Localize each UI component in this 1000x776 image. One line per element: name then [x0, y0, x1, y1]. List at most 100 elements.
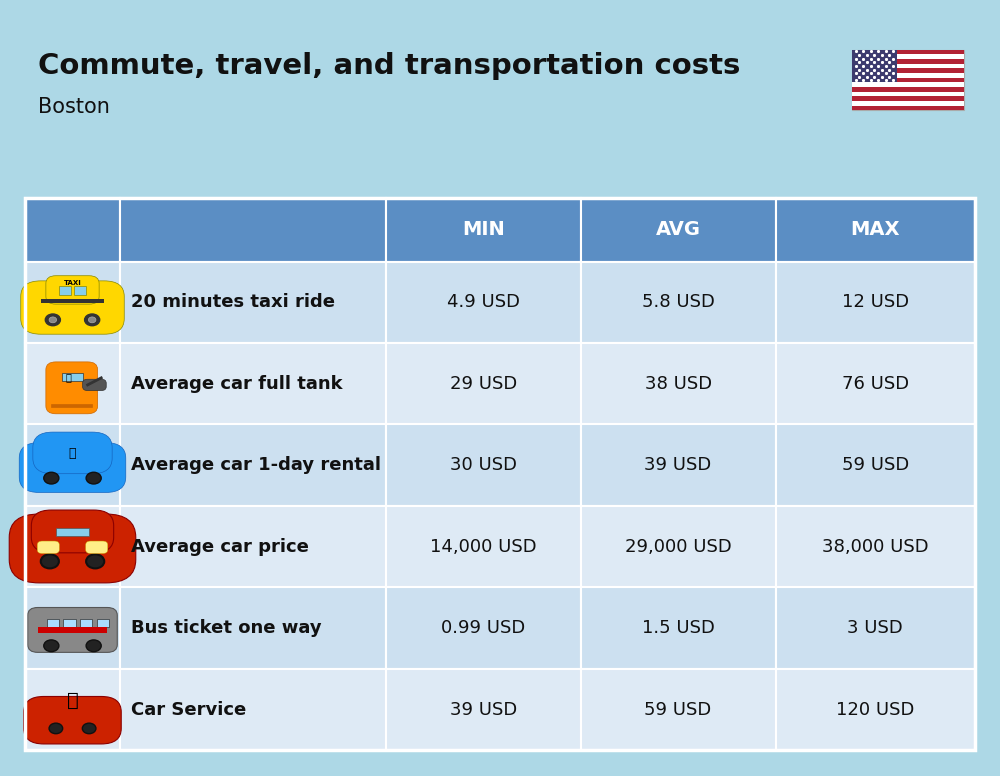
- Circle shape: [82, 723, 96, 733]
- FancyBboxPatch shape: [386, 424, 581, 506]
- FancyBboxPatch shape: [56, 528, 89, 536]
- FancyBboxPatch shape: [31, 510, 114, 553]
- Text: 3 USD: 3 USD: [847, 619, 903, 637]
- Circle shape: [44, 473, 59, 484]
- Text: Average car 1-day rental: Average car 1-day rental: [131, 456, 381, 474]
- FancyBboxPatch shape: [852, 54, 964, 59]
- Text: 12 USD: 12 USD: [842, 293, 909, 311]
- FancyBboxPatch shape: [46, 362, 98, 414]
- FancyBboxPatch shape: [581, 424, 776, 506]
- FancyBboxPatch shape: [386, 198, 581, 262]
- FancyBboxPatch shape: [852, 82, 964, 87]
- FancyBboxPatch shape: [38, 627, 107, 633]
- Text: 1.5 USD: 1.5 USD: [642, 619, 715, 637]
- Text: Car Service: Car Service: [131, 701, 247, 719]
- FancyBboxPatch shape: [776, 343, 975, 424]
- Text: 5.8 USD: 5.8 USD: [642, 293, 715, 311]
- FancyBboxPatch shape: [852, 59, 964, 64]
- FancyBboxPatch shape: [852, 96, 964, 101]
- FancyBboxPatch shape: [59, 286, 71, 295]
- FancyBboxPatch shape: [776, 669, 975, 750]
- Text: MAX: MAX: [850, 220, 900, 239]
- FancyBboxPatch shape: [852, 64, 964, 68]
- Circle shape: [45, 314, 60, 326]
- FancyBboxPatch shape: [120, 198, 386, 262]
- Text: 14,000 USD: 14,000 USD: [430, 538, 537, 556]
- FancyBboxPatch shape: [120, 669, 386, 750]
- FancyBboxPatch shape: [97, 618, 109, 627]
- FancyBboxPatch shape: [386, 506, 581, 587]
- FancyBboxPatch shape: [386, 587, 581, 669]
- Text: 120 USD: 120 USD: [836, 701, 914, 719]
- FancyBboxPatch shape: [19, 442, 126, 493]
- FancyBboxPatch shape: [41, 300, 104, 303]
- FancyBboxPatch shape: [120, 262, 386, 343]
- FancyBboxPatch shape: [24, 697, 121, 744]
- FancyBboxPatch shape: [74, 286, 86, 295]
- Text: 59 USD: 59 USD: [842, 456, 909, 474]
- FancyBboxPatch shape: [25, 343, 120, 424]
- Text: 29,000 USD: 29,000 USD: [625, 538, 732, 556]
- FancyBboxPatch shape: [852, 50, 964, 110]
- FancyBboxPatch shape: [25, 506, 120, 587]
- FancyBboxPatch shape: [9, 514, 136, 583]
- Circle shape: [49, 723, 63, 733]
- FancyBboxPatch shape: [25, 669, 120, 750]
- Text: 39 USD: 39 USD: [450, 701, 517, 719]
- Circle shape: [49, 317, 57, 323]
- FancyBboxPatch shape: [852, 92, 964, 96]
- Text: 🔑: 🔑: [69, 447, 76, 460]
- FancyBboxPatch shape: [51, 404, 92, 407]
- Text: 💧: 💧: [66, 372, 72, 382]
- FancyBboxPatch shape: [46, 275, 99, 304]
- FancyBboxPatch shape: [581, 343, 776, 424]
- Text: 30 USD: 30 USD: [450, 456, 517, 474]
- FancyBboxPatch shape: [25, 424, 120, 506]
- FancyBboxPatch shape: [25, 262, 120, 343]
- FancyBboxPatch shape: [852, 87, 964, 92]
- Text: 4.9 USD: 4.9 USD: [447, 293, 520, 311]
- Circle shape: [41, 554, 59, 568]
- FancyBboxPatch shape: [581, 506, 776, 587]
- FancyBboxPatch shape: [86, 541, 108, 553]
- FancyBboxPatch shape: [852, 73, 964, 78]
- FancyBboxPatch shape: [776, 587, 975, 669]
- FancyBboxPatch shape: [120, 587, 386, 669]
- FancyBboxPatch shape: [776, 198, 975, 262]
- FancyBboxPatch shape: [776, 506, 975, 587]
- Text: 38,000 USD: 38,000 USD: [822, 538, 929, 556]
- FancyBboxPatch shape: [21, 281, 124, 334]
- Text: TAXI: TAXI: [64, 280, 81, 286]
- FancyBboxPatch shape: [581, 262, 776, 343]
- Text: 39 USD: 39 USD: [644, 456, 712, 474]
- FancyBboxPatch shape: [28, 608, 117, 653]
- FancyBboxPatch shape: [80, 618, 92, 627]
- Text: 38 USD: 38 USD: [645, 375, 712, 393]
- FancyBboxPatch shape: [120, 506, 386, 587]
- Text: Boston: Boston: [38, 97, 110, 117]
- FancyBboxPatch shape: [852, 50, 964, 54]
- Circle shape: [44, 640, 59, 652]
- FancyBboxPatch shape: [120, 424, 386, 506]
- FancyBboxPatch shape: [25, 198, 120, 262]
- Text: Average car price: Average car price: [131, 538, 309, 556]
- Circle shape: [86, 640, 101, 652]
- FancyBboxPatch shape: [25, 587, 120, 669]
- FancyBboxPatch shape: [581, 669, 776, 750]
- Circle shape: [86, 473, 101, 484]
- Circle shape: [88, 317, 96, 323]
- Text: 29 USD: 29 USD: [450, 375, 517, 393]
- Circle shape: [85, 314, 100, 326]
- Text: Average car full tank: Average car full tank: [131, 375, 343, 393]
- FancyBboxPatch shape: [386, 262, 581, 343]
- FancyBboxPatch shape: [47, 618, 59, 627]
- FancyBboxPatch shape: [852, 106, 964, 110]
- Circle shape: [86, 554, 104, 568]
- FancyBboxPatch shape: [83, 379, 106, 390]
- FancyBboxPatch shape: [852, 78, 964, 82]
- Text: Commute, travel, and transportation costs: Commute, travel, and transportation cost…: [38, 52, 740, 80]
- FancyBboxPatch shape: [63, 618, 76, 627]
- Text: 🔧: 🔧: [67, 691, 78, 710]
- FancyBboxPatch shape: [581, 198, 776, 262]
- FancyBboxPatch shape: [386, 669, 581, 750]
